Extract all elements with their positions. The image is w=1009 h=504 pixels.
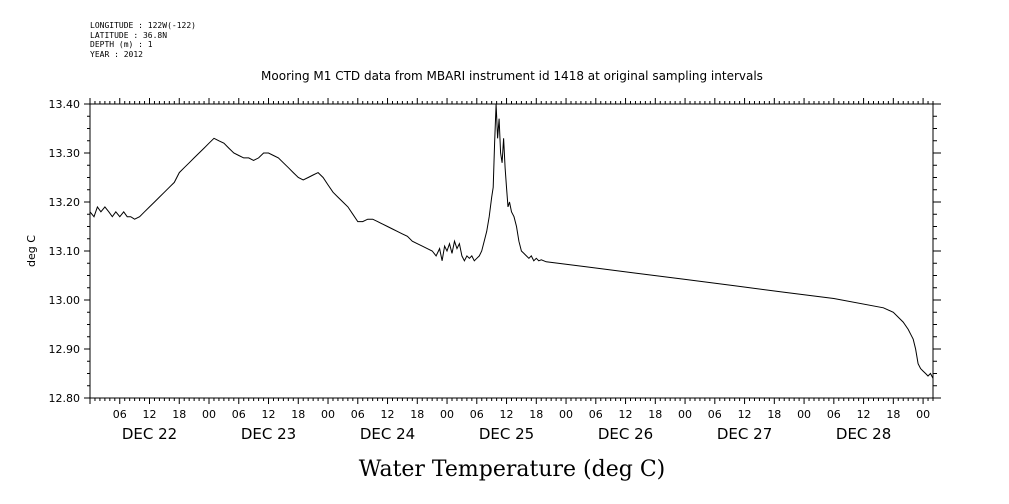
x-hour-label: 06: [232, 408, 246, 421]
y-axis-ticks: 12.80 12.90 13.00 13.10 13.20 13.30 13.40: [49, 98, 941, 405]
y-tick-label: 13.00: [49, 294, 81, 307]
year-text: YEAR : 2012: [90, 49, 143, 59]
x-hour-label: 06: [470, 408, 484, 421]
x-hour-label: 12: [381, 408, 395, 421]
longitude-text: LONGITUDE : 122W(-122): [90, 21, 196, 30]
depth-text: DEPTH (m) : 1: [90, 40, 153, 49]
x-axis-day-labels: DEC 22 DEC 23 DEC 24 DEC 25 DEC 26 DEC 27 DEC …: [122, 425, 891, 443]
x-hour-label: 12: [857, 408, 871, 421]
x-hour-label: 06: [113, 408, 127, 421]
x-hour-label: 18: [886, 408, 900, 421]
y-tick-label: 12.80: [49, 392, 81, 405]
y-tick-label: 13.20: [49, 196, 81, 209]
y-tick-label: 12.90: [49, 343, 81, 356]
x-day-label: DEC 26: [598, 425, 653, 443]
chart-title: Mooring M1 CTD data from MBARI instrumen…: [261, 69, 763, 83]
x-day-label: DEC 28: [836, 425, 891, 443]
x-axis-label: Water Temperature (deg C): [359, 457, 666, 482]
x-hour-label: 18: [172, 408, 186, 421]
x-hour-label: 12: [619, 408, 633, 421]
x-day-label: DEC 22: [122, 425, 177, 443]
x-hour-label: 12: [262, 408, 276, 421]
x-day-label: DEC 25: [479, 425, 534, 443]
x-hour-label: 18: [767, 408, 781, 421]
series-line: [89, 103, 934, 379]
x-axis-ticks: [89, 98, 934, 404]
x-hour-label: 12: [500, 408, 514, 421]
x-hour-label: 00: [202, 408, 216, 421]
y-tick-label: 13.10: [49, 245, 81, 258]
x-hour-label: 06: [589, 408, 603, 421]
x-day-label: DEC 23: [241, 425, 296, 443]
y-tick-label: 13.30: [49, 147, 81, 160]
series-group: [89, 103, 934, 379]
x-hour-label: 12: [143, 408, 157, 421]
x-hour-label: 00: [916, 408, 930, 421]
x-hour-label: 00: [559, 408, 573, 421]
x-hour-label: 18: [291, 408, 305, 421]
x-hour-label: 18: [529, 408, 543, 421]
plot-frame: [89, 103, 934, 399]
y-axis-label: deg C: [25, 235, 38, 267]
x-hour-label: 00: [797, 408, 811, 421]
x-axis-hour-labels: 06 12 18 00 06 12 18 00 06 12 18 00 06 12 18 00 06 12 18 00…: [113, 408, 930, 421]
x-hour-label: 06: [351, 408, 365, 421]
x-hour-label: 00: [440, 408, 454, 421]
x-hour-label: 06: [708, 408, 722, 421]
x-hour-label: 18: [410, 408, 424, 421]
x-day-label: DEC 27: [717, 425, 772, 443]
x-hour-label: 00: [678, 408, 692, 421]
x-hour-label: 18: [648, 408, 662, 421]
x-hour-label: 00: [321, 408, 335, 421]
x-hour-label: 06: [827, 408, 841, 421]
x-day-label: DEC 24: [360, 425, 415, 443]
metadata-block: LONGITUDE : 122W(-122) LATITUDE : 36.8N …: [90, 21, 196, 59]
y-tick-label: 13.40: [49, 98, 81, 111]
latitude-text: LATITUDE : 36.8N: [90, 30, 168, 40]
x-hour-label: 12: [738, 408, 752, 421]
